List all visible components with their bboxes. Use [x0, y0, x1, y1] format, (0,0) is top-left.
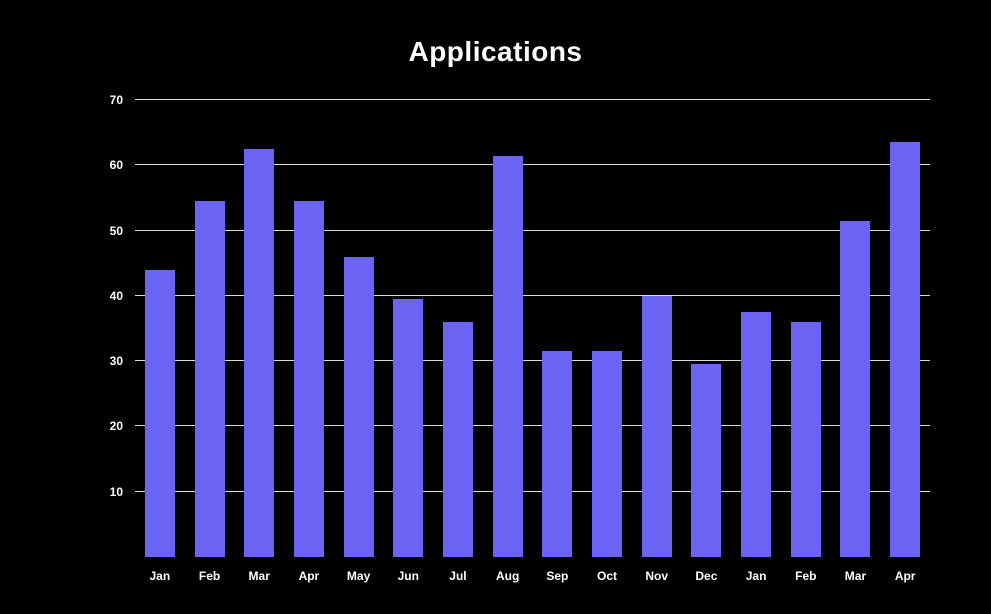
bar-slot [731, 100, 781, 557]
bar [592, 351, 623, 557]
bar [741, 312, 772, 557]
bar-slot [334, 100, 384, 557]
y-tick-label: 40 [109, 288, 123, 303]
bar-slot [880, 100, 930, 557]
gridline [135, 425, 930, 427]
x-tick-label: Aug [495, 569, 520, 583]
x-tick-label: May [346, 569, 371, 583]
chart-title: Applications [408, 36, 583, 67]
bar-slot [533, 100, 583, 557]
x-tick-label: Dec [695, 569, 718, 583]
bar-slot [682, 100, 732, 557]
bar-slot [831, 100, 881, 557]
bar [691, 364, 722, 557]
bar-slot [234, 100, 284, 557]
y-tick-label: 20 [109, 419, 123, 434]
plot-area: 10 20 30 40 50 60 70 Jan Feb Mar Apr May Jun Jul Aug S… [110, 93, 930, 583]
bar [840, 220, 871, 557]
x-tick-label: Mar [844, 569, 867, 583]
gridline [135, 164, 930, 166]
y-tick-label: 50 [109, 223, 123, 238]
bar [442, 321, 473, 557]
bar [641, 295, 672, 557]
bars-layer [135, 100, 930, 557]
x-tick-label: Nov [645, 569, 669, 583]
bar [890, 142, 921, 557]
gridline [135, 360, 930, 362]
bar-slot [632, 100, 682, 557]
x-tick-label: Oct [597, 569, 618, 583]
x-tick-label: Jul [449, 569, 467, 583]
gridline [135, 99, 930, 100]
x-tick-label: Feb [198, 569, 221, 583]
bar-slot [483, 100, 533, 557]
x-tick-label: Apr [298, 569, 320, 583]
gridline [135, 490, 930, 492]
bar [393, 299, 424, 557]
bar [144, 269, 175, 557]
x-tick-label: Jan [149, 569, 171, 583]
bar-slot [185, 100, 235, 557]
x-tick-label: Sep [546, 569, 569, 583]
bar-slot [781, 100, 831, 557]
y-tick-label: 30 [109, 354, 123, 369]
bar [244, 148, 275, 557]
bar [542, 351, 573, 557]
x-axis: Jan Feb Mar Apr May Jun Jul Aug Sep Oct Nov Dec Jan F… [135, 569, 930, 583]
y-tick-label: 10 [109, 484, 123, 499]
x-tick-label: Jan [745, 569, 767, 583]
bar-slot [284, 100, 334, 557]
gridline [135, 229, 930, 231]
x-tick-label: Apr [894, 569, 916, 583]
bar [790, 321, 821, 557]
bar-slot [135, 100, 185, 557]
y-tick-label: 60 [109, 158, 123, 173]
bar [343, 256, 374, 557]
bar [194, 201, 225, 557]
bar [293, 201, 324, 557]
gridline [135, 294, 930, 296]
x-tick-label: Mar [248, 569, 270, 583]
bar [492, 155, 523, 557]
y-tick-label: 70 [109, 93, 123, 107]
x-tick-label: Jun [397, 569, 419, 583]
bar-slot [383, 100, 433, 557]
x-tick-label: Feb [795, 569, 817, 583]
bar-slot [433, 100, 483, 557]
bar-slot [582, 100, 632, 557]
